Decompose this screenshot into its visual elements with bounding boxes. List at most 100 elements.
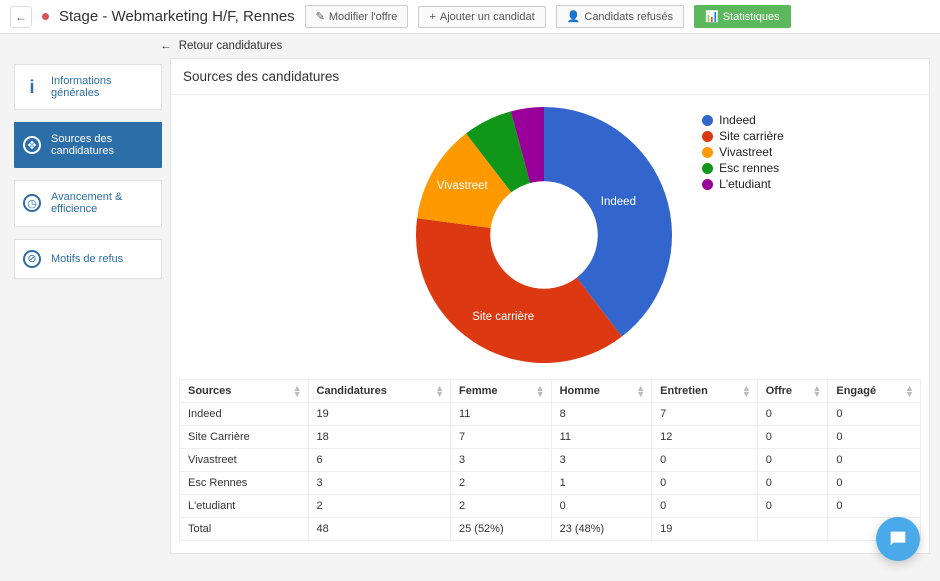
table-column-header[interactable]: Homme▲▼ (551, 380, 652, 403)
sort-icon: ▲▼ (293, 385, 302, 397)
barchart-icon: 📊 (705, 10, 719, 23)
table-row: L'etudiant220000 (180, 495, 921, 518)
column-header-label: Femme (459, 385, 498, 397)
sort-icon: ▲▼ (435, 385, 444, 397)
table-cell: 0 (652, 449, 758, 472)
legend-color-icon (702, 147, 713, 158)
table-cell: Indeed (180, 403, 309, 426)
legend-color-icon (702, 131, 713, 142)
legend-label: Indeed (719, 113, 756, 127)
sidebar-item-informations[interactable]: i Informations générales (14, 64, 162, 110)
table-cell: 11 (450, 403, 551, 426)
table-cell: 23 (48%) (551, 518, 652, 541)
back-button[interactable]: ← (10, 6, 32, 28)
back-to-candidatures-label: Retour candidatures (179, 40, 283, 52)
forbid-icon: ⊘ (23, 250, 41, 268)
table-cell: 11 (551, 426, 652, 449)
table-cell: 0 (828, 403, 921, 426)
plus-icon: + (429, 11, 435, 23)
table-cell: 7 (652, 403, 758, 426)
table-cell: 12 (652, 426, 758, 449)
refused-candidates-button[interactable]: 👤 Candidats refusés (556, 5, 684, 28)
legend-label: L'etudiant (719, 177, 771, 191)
modify-offer-label: Modifier l'offre (329, 11, 398, 23)
sidebar-item-label: Informations générales (51, 75, 153, 99)
topbar: ← Stage - Webmarketing H/F, Rennes ✎ Mod… (0, 0, 940, 34)
table-column-header[interactable]: Engagé▲▼ (828, 380, 921, 403)
sort-icon: ▲▼ (742, 385, 751, 397)
legend-label: Esc rennes (719, 161, 779, 175)
column-header-label: Entretien (660, 385, 708, 397)
table-cell: 3 (450, 449, 551, 472)
chat-widget-button[interactable] (876, 517, 920, 561)
table-column-header[interactable]: Candidatures ▲▼ (308, 380, 450, 403)
table-cell: 1 (551, 472, 652, 495)
legend-item[interactable]: Site carrière (702, 129, 784, 143)
table-column-header[interactable]: Sources▲▼ (180, 380, 309, 403)
legend-label: Site carrière (719, 129, 784, 143)
page-title: Stage - Webmarketing H/F, Rennes (59, 8, 295, 25)
info-icon: i (23, 78, 41, 96)
table-cell: Total (180, 518, 309, 541)
table-row: Esc Rennes321000 (180, 472, 921, 495)
chat-icon (887, 528, 909, 550)
table-cell: 0 (828, 449, 921, 472)
legend-item[interactable]: L'etudiant (702, 177, 784, 191)
table-cell: 6 (308, 449, 450, 472)
sidebar: i Informations générales ✥ Sources des c… (14, 58, 162, 554)
sort-icon: ▲▼ (536, 385, 545, 397)
table-cell: 19 (308, 403, 450, 426)
sidebar-item-motifs[interactable]: ⊘ Motifs de refus (14, 239, 162, 279)
legend-item[interactable]: Vivastreet (702, 145, 784, 159)
sort-icon: ▲▼ (812, 385, 821, 397)
table-cell: Vivastreet (180, 449, 309, 472)
table-cell: 0 (828, 472, 921, 495)
table-cell: 3 (551, 449, 652, 472)
table-row: Vivastreet633000 (180, 449, 921, 472)
table-cell: 0 (828, 426, 921, 449)
table-row: Indeed19118700 (180, 403, 921, 426)
refused-candidates-label: Candidats refusés (584, 11, 673, 23)
donut-chart: Indeed Site carrière Vivastreet (416, 107, 672, 363)
table-cell: 2 (308, 495, 450, 518)
table-cell: Site Carrière (180, 426, 309, 449)
legend-item[interactable]: Indeed (702, 113, 784, 127)
sidebar-item-avancement[interactable]: ◷ Avancement & efficience (14, 180, 162, 226)
table-cell: 0 (652, 472, 758, 495)
modify-offer-button[interactable]: ✎ Modifier l'offre (305, 5, 409, 28)
statistics-button[interactable]: 📊 Statistiques (694, 5, 791, 28)
table-cell: 25 (52%) (450, 518, 551, 541)
legend-color-icon (702, 179, 713, 190)
column-header-label: Candidatures (317, 385, 387, 397)
add-candidate-label: Ajouter un candidat (440, 11, 535, 23)
table-column-header[interactable]: Femme ▲▼ (450, 380, 551, 403)
donut-hole (490, 181, 598, 289)
legend-item[interactable]: Esc rennes (702, 161, 784, 175)
back-to-candidatures-link[interactable]: ← Retour candidatures (160, 40, 282, 52)
panel-title: Sources des candidatures (171, 59, 929, 95)
column-header-label: Offre (766, 385, 792, 397)
table-cell: 8 (551, 403, 652, 426)
content-panel: Sources des candidatures Indeed Site car… (170, 58, 930, 554)
table-row: Site Carrière187111200 (180, 426, 921, 449)
table-cell: 19 (652, 518, 758, 541)
clock-icon: ◷ (23, 194, 41, 212)
pencil-icon: ✎ (316, 10, 325, 23)
sidebar-item-label: Sources des candidatures (51, 133, 153, 157)
user-icon: 👤 (567, 10, 581, 23)
table-cell (757, 518, 828, 541)
statistics-label: Statistiques (723, 11, 780, 23)
sidebar-item-sources[interactable]: ✥ Sources des candidatures (14, 122, 162, 168)
sidebar-item-label: Motifs de refus (51, 253, 123, 265)
back-arrow-icon: ← (160, 40, 172, 52)
legend-color-icon (702, 115, 713, 126)
add-candidate-button[interactable]: + Ajouter un candidat (418, 6, 545, 28)
table-column-header[interactable]: Entretien ▲▼ (652, 380, 758, 403)
table-cell: 2 (450, 495, 551, 518)
table-cell: 2 (450, 472, 551, 495)
table-cell: Esc Rennes (180, 472, 309, 495)
status-dot-icon (42, 13, 49, 20)
sidebar-item-label: Avancement & efficience (51, 191, 153, 215)
table-row: Total4825 (52%)23 (48%)19 (180, 518, 921, 541)
table-column-header[interactable]: Offre ▲▼ (757, 380, 828, 403)
